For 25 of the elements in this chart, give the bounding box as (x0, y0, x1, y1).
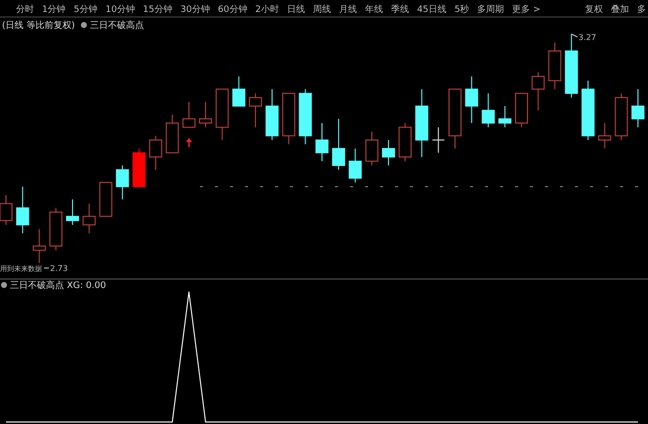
text: 更多 > (512, 4, 541, 15)
text: 2小时 (255, 4, 280, 15)
text: 45日线 (417, 4, 446, 15)
annotation: 3.27 (578, 33, 596, 42)
text: 2.73 (50, 264, 68, 273)
text: 叠加 (611, 4, 629, 15)
text: 10分钟 (105, 4, 135, 15)
text: 15分钟 (142, 4, 172, 15)
text: 多 (637, 4, 646, 15)
text: 日线 (287, 4, 306, 15)
text: 季线 (391, 4, 410, 15)
text: 1分钟 (42, 4, 66, 15)
text: 多周期 (477, 4, 504, 15)
text: 分时 (16, 4, 34, 15)
text: 5秒 (454, 4, 470, 15)
text: 月线 (339, 4, 358, 15)
text: 复权 (585, 4, 603, 15)
chart-title: (日线 等比前复权) (2, 20, 75, 31)
text: 周线 (313, 4, 332, 15)
chart-title: 三日不破高点 XG: 0.00 (10, 280, 106, 291)
text: 30分钟 (180, 4, 210, 15)
text: 5分钟 (74, 4, 98, 15)
text: 年线 (365, 4, 384, 15)
text: 60分钟 (218, 4, 248, 15)
chart-subtitle: 三日不破高点 (90, 20, 144, 31)
